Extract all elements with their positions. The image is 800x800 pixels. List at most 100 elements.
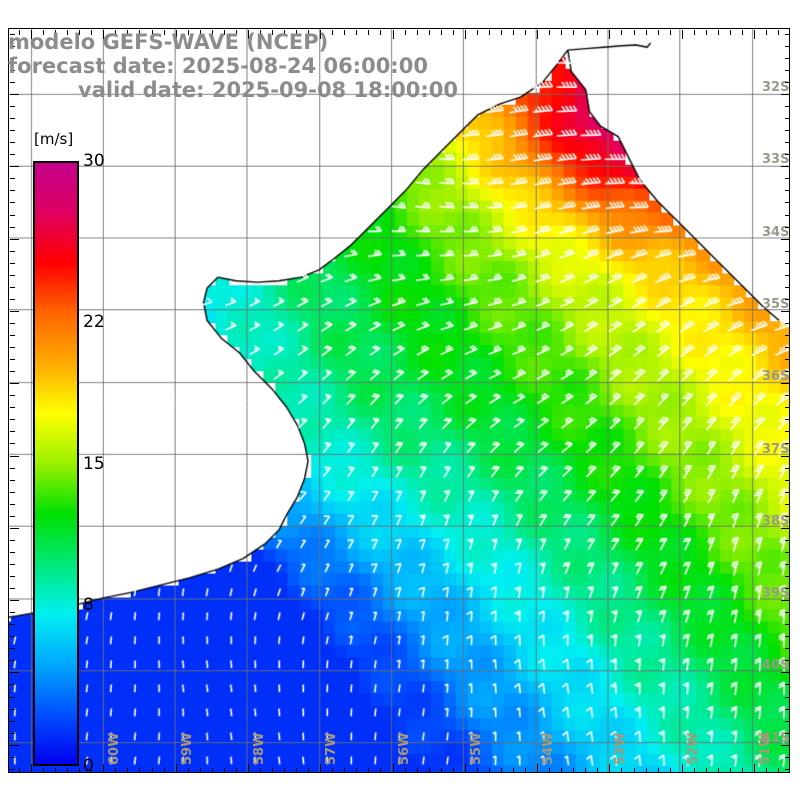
- tick-top: [634, 29, 635, 35]
- tick-bottom: [429, 767, 430, 773]
- tick-left: [9, 70, 15, 71]
- tick-right: [784, 299, 790, 300]
- tick-left: [9, 612, 15, 613]
- tick-right: [780, 94, 790, 95]
- tick-left: [9, 82, 15, 83]
- tick-left: [9, 516, 15, 517]
- tick-top: [417, 29, 418, 35]
- tick-left: [9, 335, 15, 336]
- tick-bottom: [646, 767, 647, 773]
- tick-right: [780, 528, 790, 529]
- tick-top: [778, 29, 779, 35]
- colorbar-tick-15: 15: [83, 453, 105, 474]
- tick-right: [780, 745, 790, 746]
- tick-top: [730, 29, 731, 35]
- tick-top: [272, 29, 273, 35]
- tick-bottom: [621, 767, 622, 773]
- tick-bottom: [405, 767, 406, 773]
- tick-top: [429, 29, 430, 35]
- tick-top: [260, 29, 261, 35]
- tick-right: [784, 215, 790, 216]
- tick-right: [784, 82, 790, 83]
- tick-left: [9, 142, 15, 143]
- tick-top: [549, 29, 550, 35]
- tick-top: [501, 29, 502, 35]
- tick-top: [188, 29, 189, 35]
- tick-top: [344, 29, 345, 35]
- tick-bottom: [127, 767, 128, 773]
- lat-label-37S: 37S: [762, 441, 790, 457]
- tick-right: [780, 166, 790, 167]
- tick-left: [9, 709, 15, 710]
- tick-left: [9, 359, 15, 360]
- tick-right: [784, 347, 790, 348]
- tick-top: [682, 29, 683, 39]
- tick-left: [9, 154, 15, 155]
- lon-label-58W: 58W: [251, 732, 267, 765]
- tick-left: [9, 106, 15, 107]
- tick-right: [784, 540, 790, 541]
- tick-left: [9, 166, 19, 167]
- tick-right: [784, 516, 790, 517]
- tick-right: [784, 178, 790, 179]
- tick-right: [784, 576, 790, 577]
- tick-right: [784, 106, 790, 107]
- tick-top: [164, 29, 165, 35]
- tick-bottom: [43, 767, 44, 773]
- tick-top: [766, 29, 767, 35]
- tick-left: [9, 130, 15, 131]
- tick-left: [9, 178, 15, 179]
- tick-right: [784, 202, 790, 203]
- tick-bottom: [537, 763, 538, 773]
- tick-right: [784, 480, 790, 481]
- tick-left: [9, 239, 19, 240]
- tick-left: [9, 287, 15, 288]
- tick-left: [9, 347, 15, 348]
- tick-bottom: [320, 763, 321, 773]
- tick-right: [784, 118, 790, 119]
- tick-right: [784, 552, 790, 553]
- tick-left: [9, 564, 15, 565]
- tick-bottom: [103, 763, 104, 773]
- tick-bottom: [742, 767, 743, 773]
- tick-bottom: [441, 767, 442, 773]
- tick-top: [658, 29, 659, 35]
- tick-bottom: [730, 767, 731, 773]
- tick-bottom: [164, 767, 165, 773]
- tick-left: [9, 46, 15, 47]
- tick-right: [784, 34, 790, 35]
- tick-left: [9, 528, 19, 529]
- tick-left: [9, 504, 15, 505]
- lon-label-54W: 54W: [541, 732, 557, 765]
- tick-top: [609, 29, 610, 39]
- tick-bottom: [260, 767, 261, 773]
- tick-left: [9, 733, 15, 734]
- tick-top: [212, 29, 213, 35]
- tick-left: [9, 275, 15, 276]
- lat-label-38S: 38S: [762, 513, 790, 529]
- tick-bottom: [609, 763, 610, 773]
- tick-left: [9, 118, 15, 119]
- tick-top: [670, 29, 671, 35]
- tick-top: [453, 29, 454, 35]
- tick-left: [9, 672, 19, 673]
- lat-label-36S: 36S: [762, 369, 790, 385]
- tick-top: [200, 29, 201, 35]
- colorbar-unit-label: [m/s]: [32, 130, 76, 148]
- tick-left: [9, 540, 15, 541]
- tick-bottom: [670, 767, 671, 773]
- tick-right: [784, 359, 790, 360]
- tick-right: [784, 371, 790, 372]
- tick-top: [368, 29, 369, 35]
- tick-right: [784, 287, 790, 288]
- tick-right: [784, 58, 790, 59]
- map-data-canvas[interactable]: [9, 29, 789, 772]
- tick-top: [284, 29, 285, 35]
- tick-top: [308, 29, 309, 35]
- lat-label-34S: 34S: [762, 224, 790, 240]
- tick-left: [9, 323, 15, 324]
- tick-right: [784, 769, 790, 770]
- tick-right: [784, 142, 790, 143]
- tick-right: [784, 190, 790, 191]
- lat-label-40S: 40S: [762, 658, 790, 674]
